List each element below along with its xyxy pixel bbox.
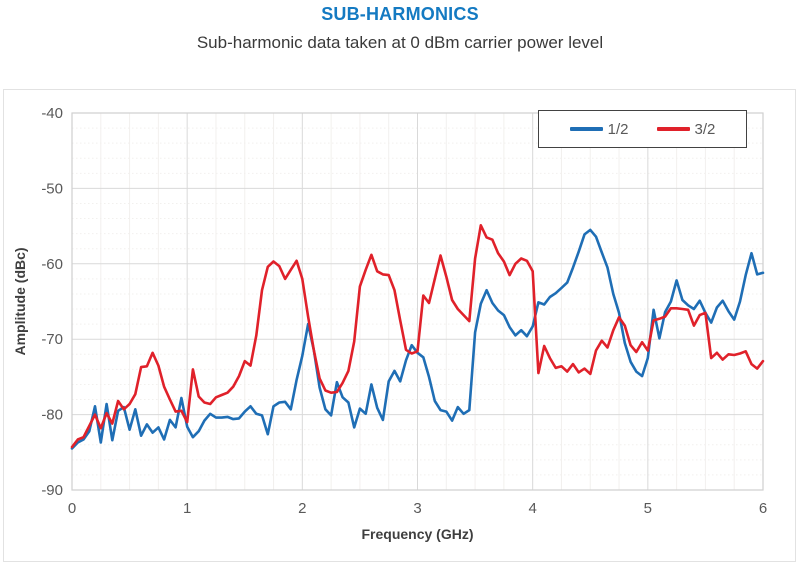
legend-entry-three-halves: 3/2: [656, 120, 716, 138]
chart-card: [3, 89, 796, 562]
legend-line-swatch-blue: [569, 127, 603, 131]
legend-entry-one-half: 1/2: [569, 120, 629, 138]
legend-label-one-half: 1/2: [607, 120, 629, 138]
page-title: SUB-HARMONICS: [321, 4, 479, 24]
legend-label-three-halves: 3/2: [694, 120, 716, 138]
legend: 1/2 3/2: [538, 110, 747, 148]
legend-line-swatch-red: [656, 127, 690, 131]
page-subtitle: Sub-harmonic data taken at 0 dBm carrier…: [196, 33, 604, 52]
